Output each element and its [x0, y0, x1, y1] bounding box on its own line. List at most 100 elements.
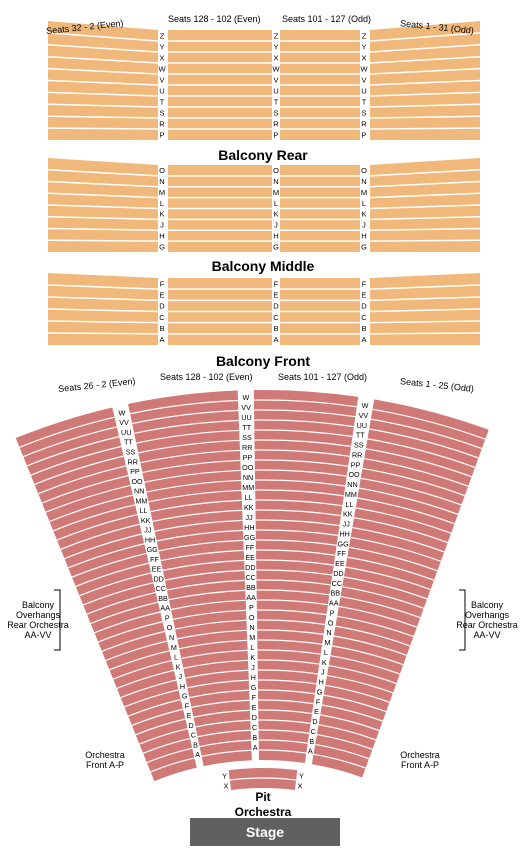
svg-text:OO: OO [242, 463, 254, 472]
svg-text:VV: VV [241, 403, 251, 412]
svg-text:FF: FF [245, 543, 254, 552]
svg-text:F: F [185, 701, 190, 710]
svg-text:CC: CC [156, 584, 166, 593]
svg-text:AA: AA [160, 604, 170, 613]
svg-text:AA: AA [246, 593, 256, 602]
svg-text:E: E [314, 707, 319, 716]
svg-text:A: A [308, 747, 313, 756]
note-label: OrchestraFront A-P [70, 750, 140, 770]
svg-text:CC: CC [332, 579, 342, 588]
svg-text:C: C [252, 723, 257, 732]
svg-text:N: N [273, 177, 278, 186]
svg-text:KK: KK [343, 510, 353, 519]
svg-text:L: L [274, 199, 278, 208]
svg-text:O: O [249, 613, 255, 622]
svg-text:HH: HH [244, 523, 254, 532]
svg-text:Y: Y [361, 42, 366, 51]
svg-text:BB: BB [330, 589, 340, 598]
svg-text:O: O [328, 618, 334, 627]
svg-text:A: A [253, 743, 258, 752]
svg-text:V: V [159, 75, 164, 84]
svg-text:Y: Y [299, 772, 304, 781]
svg-text:TT: TT [124, 438, 133, 447]
svg-text:JJ: JJ [343, 520, 351, 529]
svg-text:FF: FF [150, 555, 159, 564]
svg-text:C: C [273, 313, 279, 322]
svg-text:O: O [159, 166, 165, 175]
svg-text:F: F [316, 697, 321, 706]
svg-text:W: W [243, 393, 250, 402]
svg-text:C: C [159, 313, 165, 322]
svg-text:HH: HH [339, 529, 349, 538]
svg-text:J: J [321, 668, 325, 677]
section-label: Balcony Front [216, 353, 310, 369]
svg-text:CC: CC [245, 573, 255, 582]
seating-chart: ZYXWVUTSRPZYXWVUTSRPZYXWVUTSRPONMLKJHGON… [0, 0, 525, 850]
svg-text:PP: PP [351, 460, 361, 469]
svg-text:M: M [171, 643, 177, 652]
svg-text:MM: MM [345, 490, 357, 499]
svg-text:D: D [252, 713, 257, 722]
svg-text:A: A [195, 750, 200, 759]
svg-text:A: A [361, 335, 366, 344]
svg-text:H: H [273, 231, 278, 240]
svg-text:H: H [251, 673, 256, 682]
svg-text:W: W [362, 401, 369, 410]
stage-block: Stage [190, 818, 340, 846]
svg-text:D: D [361, 302, 367, 311]
svg-text:W: W [360, 64, 368, 73]
svg-text:F: F [274, 279, 279, 288]
svg-text:VV: VV [359, 411, 369, 420]
orchestra-label: Orchestra [235, 805, 292, 819]
svg-text:J: J [274, 221, 278, 230]
svg-text:DD: DD [333, 569, 343, 578]
svg-text:S: S [159, 108, 164, 117]
svg-text:NN: NN [243, 473, 253, 482]
svg-text:M: M [324, 638, 330, 647]
svg-text:R: R [159, 119, 165, 128]
svg-text:OO: OO [131, 477, 143, 486]
svg-text:K: K [250, 653, 255, 662]
svg-text:L: L [250, 643, 254, 652]
svg-text:O: O [273, 166, 279, 175]
svg-text:PP: PP [243, 453, 253, 462]
svg-text:R: R [273, 119, 279, 128]
svg-text:J: J [179, 672, 183, 681]
svg-text:W: W [272, 64, 280, 73]
svg-text:UU: UU [241, 413, 251, 422]
svg-text:Y: Y [222, 772, 227, 781]
svg-text:EE: EE [245, 553, 255, 562]
svg-text:F: F [252, 693, 257, 702]
svg-text:GG: GG [338, 539, 350, 548]
svg-text:MM: MM [242, 483, 254, 492]
svg-text:GG: GG [244, 533, 256, 542]
svg-text:JJ: JJ [245, 513, 253, 522]
svg-text:L: L [362, 199, 366, 208]
note-label: BalconyOverhangsRear OrchestraAA-VV [3, 600, 73, 640]
svg-text:D: D [273, 302, 279, 311]
svg-text:F: F [160, 279, 165, 288]
svg-text:R: R [361, 119, 367, 128]
svg-text:OO: OO [348, 470, 360, 479]
svg-text:K: K [273, 210, 278, 219]
chart-svg: ZYXWVUTSRPZYXWVUTSRPZYXWVUTSRPONMLKJHGON… [0, 0, 525, 850]
svg-text:B: B [193, 740, 198, 749]
svg-text:Y: Y [159, 42, 164, 51]
svg-text:K: K [159, 210, 164, 219]
svg-text:KK: KK [141, 516, 151, 525]
svg-text:J: J [362, 221, 366, 230]
svg-text:S: S [361, 108, 366, 117]
svg-text:NN: NN [347, 480, 357, 489]
svg-text:UU: UU [121, 428, 131, 437]
svg-text:X: X [298, 782, 303, 791]
svg-text:H: H [319, 678, 324, 687]
svg-text:E: E [187, 711, 192, 720]
svg-text:N: N [159, 177, 164, 186]
svg-text:F: F [362, 279, 367, 288]
svg-text:M: M [249, 633, 255, 642]
pit-label: Pit [255, 790, 270, 804]
svg-text:N: N [249, 623, 254, 632]
svg-text:EE: EE [335, 559, 345, 568]
svg-text:P: P [159, 130, 164, 139]
svg-text:DD: DD [245, 563, 255, 572]
